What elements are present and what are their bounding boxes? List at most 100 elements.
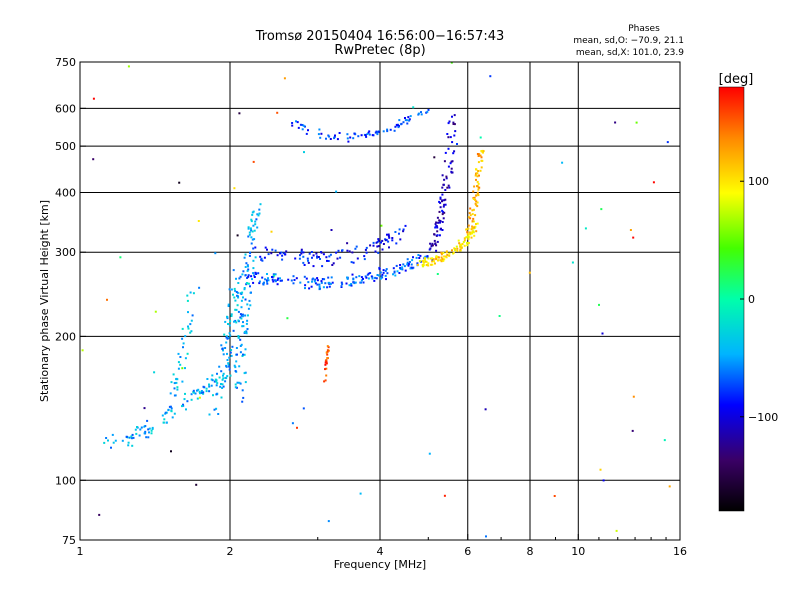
echo-point (399, 266, 402, 269)
echo-point (427, 257, 430, 260)
echo-point (144, 430, 147, 433)
echo-point (407, 263, 410, 265)
echo-point (467, 242, 470, 245)
echo-point (302, 261, 305, 264)
echo-point (242, 353, 244, 356)
echo-point (431, 244, 434, 247)
echo-point (428, 248, 431, 251)
echo-point (437, 259, 439, 262)
x-tick-label: 8 (527, 545, 534, 558)
echo-point (360, 281, 362, 284)
echo-point (131, 437, 133, 440)
echo-point (443, 203, 446, 206)
echo-point (300, 248, 303, 251)
echo-point (367, 131, 370, 134)
echo-point (196, 397, 199, 400)
echo-point (238, 381, 241, 384)
echo-point (252, 160, 255, 163)
echo-point (404, 269, 407, 272)
echo-point (266, 282, 269, 285)
echo-point (237, 336, 240, 339)
echo-point (406, 122, 409, 125)
echo-point (127, 441, 130, 444)
echo-point (377, 130, 380, 133)
echo-point (254, 256, 257, 259)
echo-point (430, 263, 433, 266)
echo-point (231, 345, 234, 348)
echo-point (225, 336, 228, 339)
echo-point (327, 134, 330, 137)
echo-point (248, 254, 251, 257)
echo-point (242, 325, 245, 328)
echo-point (350, 284, 353, 287)
echo-point (387, 235, 390, 238)
echo-point (237, 319, 240, 322)
echo-point (290, 279, 293, 282)
echo-point (299, 123, 302, 126)
echo-point (304, 287, 306, 290)
echo-point (228, 368, 231, 371)
echo-point (236, 234, 239, 237)
echo-point (246, 282, 249, 285)
echo-point (131, 433, 134, 436)
echo-point (170, 407, 173, 410)
echo-point (241, 291, 244, 294)
chart-subtitle: RwPretec (8p) (334, 43, 425, 58)
echo-point (436, 273, 439, 275)
echo-point (442, 252, 445, 254)
echo-point (176, 378, 179, 381)
echo-point (194, 392, 197, 395)
echo-point (213, 380, 216, 383)
echo-point (230, 315, 233, 317)
echo-point (553, 495, 556, 497)
echo-point (352, 277, 355, 280)
echo-point (470, 228, 473, 231)
echo-point (276, 254, 279, 257)
echo-point (243, 288, 246, 291)
echo-point (251, 211, 254, 214)
echo-point (198, 286, 201, 289)
echo-point (331, 281, 334, 284)
echo-point (384, 269, 387, 272)
echo-point (215, 393, 218, 396)
echo-point (228, 365, 231, 368)
echo-point (271, 276, 273, 278)
echo-point (355, 276, 358, 279)
echo-point (243, 372, 246, 375)
echo-point (185, 408, 187, 411)
echo-point (216, 372, 218, 375)
echo-point (216, 382, 219, 385)
echo-point (302, 255, 305, 258)
echo-point (215, 407, 218, 410)
echo-point (444, 203, 447, 206)
echo-point (245, 332, 248, 335)
echo-point (322, 253, 325, 256)
echo-point (181, 367, 184, 370)
echo-point (202, 385, 205, 388)
echo-point (251, 230, 254, 233)
echo-point (349, 136, 352, 139)
echo-point (308, 287, 311, 290)
echo-point (301, 128, 304, 131)
echo-point (227, 362, 230, 365)
echo-point (187, 327, 190, 330)
echo-point (411, 259, 414, 262)
echo-point (435, 225, 438, 228)
echo-point (473, 185, 476, 188)
echo-point (472, 231, 475, 234)
echo-point (327, 520, 330, 523)
echo-point (134, 428, 137, 431)
echo-point (190, 319, 193, 322)
echo-point (364, 134, 367, 137)
echo-point (409, 115, 412, 118)
echo-point (378, 274, 381, 277)
echo-point (247, 274, 250, 277)
echo-point (170, 410, 173, 413)
colorbar-label: [deg] (719, 72, 754, 87)
echo-point (365, 276, 368, 279)
echo-point (253, 229, 256, 232)
echo-point (448, 254, 451, 257)
echo-point (280, 251, 283, 254)
echo-point (171, 416, 174, 419)
echo-point (294, 257, 297, 260)
